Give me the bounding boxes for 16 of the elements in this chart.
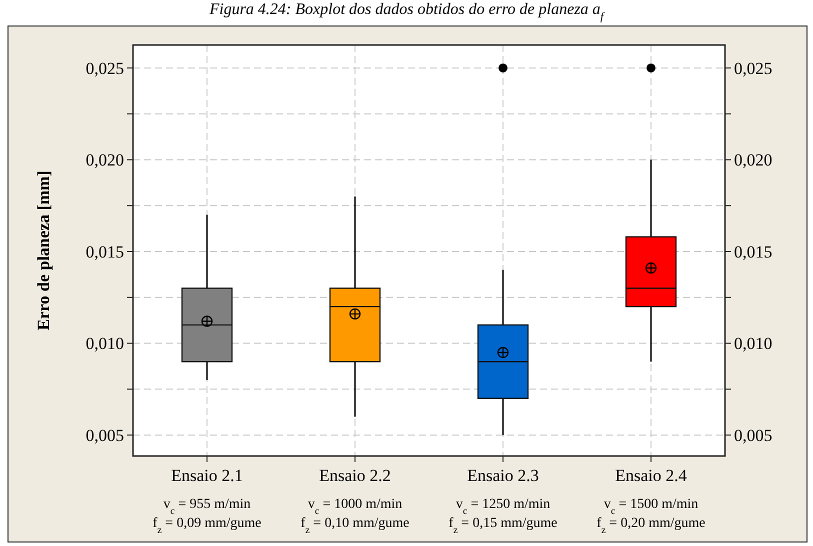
chart-title: Figura 4.24: Boxplot dos dados obtidos do erro de planeza a$_{f}$ [208,1,606,23]
y-tick-label: 0,005 [86,426,124,446]
y2-tick-label: 0,025 [734,58,772,78]
y2-tick-label: 0,010 [734,334,772,354]
y2-tick-label: 0,015 [734,242,772,262]
category-label: Ensaio 2.1 v$_{c}$ = 955 m/min f$_{z}$ = 0,09 mm/gume [152,466,262,536]
y2-tick-label: 0,020 [734,150,772,170]
y-tick-label: 0,025 [86,58,124,78]
y2-tick-label: 0,005 [734,426,772,446]
y-tick-label: 0,020 [86,150,124,170]
category-label: Ensaio 2.3 v$_{c}$ = 1250 m/min f$_{z}$ = 0,15 mm/gume [448,466,558,536]
y-axis-title: Erro de planeza [mm] [34,170,53,330]
category-label: Ensaio 2.4 v$_{c}$ = 1500 m/min f$_{z}$ = 0,20 mm/gume [596,466,706,536]
y-tick-label: 0,010 [86,334,124,354]
y-tick-label: 0,015 [86,242,124,262]
category-label: Ensaio 2.2 v$_{c}$ = 1000 m/min f$_{z}$ = 0,10 mm/gume [300,466,410,536]
